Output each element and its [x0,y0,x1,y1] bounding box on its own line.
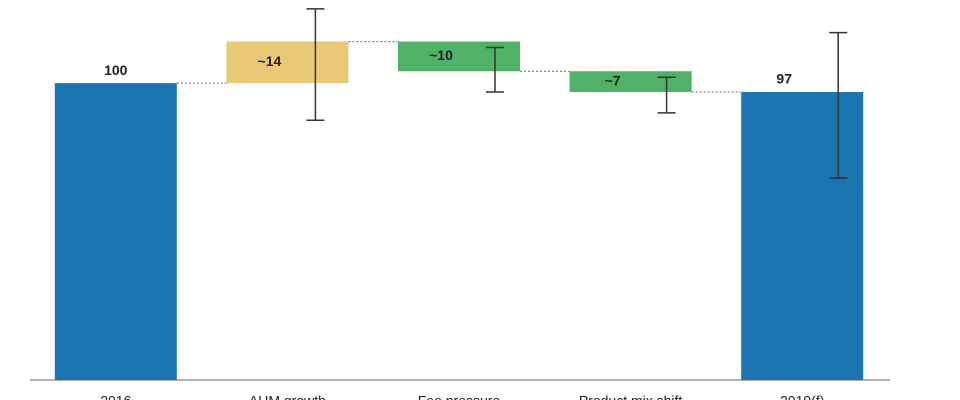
bar [54,83,177,380]
x-tick-label: Fee pressure [418,393,501,400]
error-bar [657,76,676,114]
bar [741,92,864,380]
x-tick-label: Product mix shift [579,393,683,400]
error-bar [829,31,848,179]
value-label: ~10 [429,47,453,63]
bar [569,71,692,93]
value-label: ~7 [605,72,621,88]
value-label: ~14 [258,53,282,69]
x-tick-label: 2019(f) [780,393,824,400]
value-label: 97 [776,71,792,87]
x-tick-label: AUM growth [249,393,326,400]
error-bar [486,46,504,93]
error-bar [306,8,325,121]
value-label: 100 [104,62,128,78]
bar [226,41,349,84]
bar [398,41,520,72]
x-tick-label: 2016 [100,393,131,400]
